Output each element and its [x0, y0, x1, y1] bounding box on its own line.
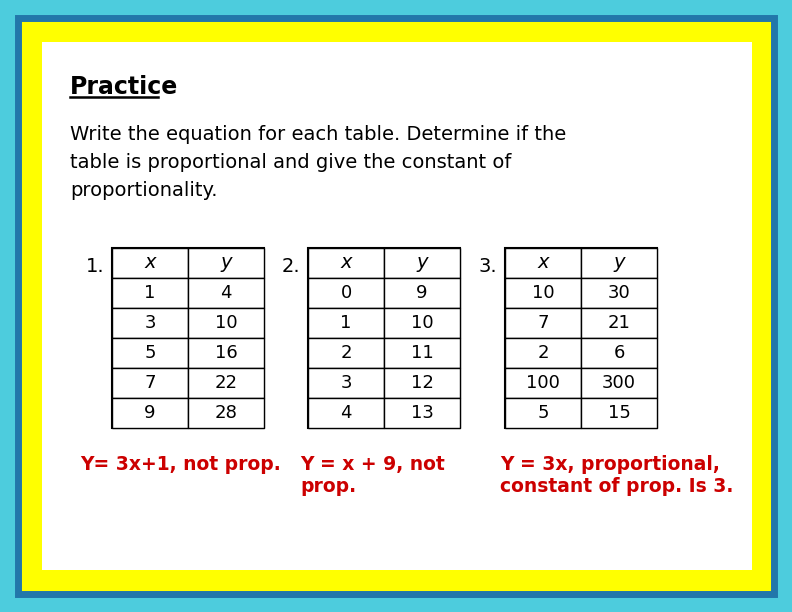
Bar: [308, 278, 384, 308]
Bar: [505, 248, 657, 428]
Bar: [188, 338, 264, 368]
Bar: [112, 308, 188, 338]
Bar: [188, 308, 264, 338]
Text: 10: 10: [531, 284, 554, 302]
Bar: [581, 338, 657, 368]
Bar: [308, 248, 460, 428]
Text: 11: 11: [410, 344, 433, 362]
Text: 3.: 3.: [479, 256, 497, 275]
Bar: [188, 278, 264, 308]
Text: 5: 5: [144, 344, 156, 362]
Bar: [505, 368, 581, 398]
Text: y: y: [220, 253, 232, 272]
Text: 3: 3: [144, 314, 156, 332]
Bar: [112, 368, 188, 398]
Bar: [384, 248, 460, 278]
Bar: [308, 248, 384, 278]
Text: 10: 10: [215, 314, 238, 332]
Text: 300: 300: [602, 374, 636, 392]
Text: 1: 1: [144, 284, 156, 302]
Text: 15: 15: [607, 404, 630, 422]
Bar: [581, 368, 657, 398]
Text: Practice: Practice: [70, 75, 178, 99]
Bar: [581, 308, 657, 338]
Text: 5: 5: [537, 404, 549, 422]
Bar: [384, 398, 460, 428]
Text: 2: 2: [341, 344, 352, 362]
Text: 21: 21: [607, 314, 630, 332]
Bar: [112, 398, 188, 428]
Text: 2: 2: [537, 344, 549, 362]
Text: 3: 3: [341, 374, 352, 392]
Bar: [188, 368, 264, 398]
Text: prop.: prop.: [300, 477, 356, 496]
Bar: [505, 278, 581, 308]
Text: 4: 4: [341, 404, 352, 422]
Bar: [581, 398, 657, 428]
Text: y: y: [417, 253, 428, 272]
Bar: [505, 338, 581, 368]
Bar: [112, 338, 188, 368]
Bar: [42, 42, 752, 570]
Bar: [505, 248, 581, 278]
Text: Y= 3x+1, not prop.: Y= 3x+1, not prop.: [80, 455, 280, 474]
Bar: [505, 398, 581, 428]
Text: Write the equation for each table. Determine if the: Write the equation for each table. Deter…: [70, 125, 566, 144]
Bar: [188, 248, 264, 278]
Text: x: x: [144, 253, 156, 272]
Bar: [384, 338, 460, 368]
Bar: [188, 398, 264, 428]
Text: x: x: [341, 253, 352, 272]
Text: 12: 12: [410, 374, 433, 392]
Text: 2.: 2.: [282, 256, 301, 275]
Bar: [384, 278, 460, 308]
Text: proportionality.: proportionality.: [70, 181, 218, 200]
Text: 30: 30: [607, 284, 630, 302]
Bar: [384, 308, 460, 338]
Bar: [308, 338, 384, 368]
Text: constant of prop. Is 3.: constant of prop. Is 3.: [500, 477, 733, 496]
Bar: [384, 368, 460, 398]
Text: 13: 13: [410, 404, 433, 422]
Bar: [112, 248, 264, 428]
Bar: [581, 278, 657, 308]
Text: 7: 7: [144, 374, 156, 392]
Text: Y = 3x, proportional,: Y = 3x, proportional,: [500, 455, 720, 474]
Text: x: x: [537, 253, 549, 272]
Text: 1: 1: [341, 314, 352, 332]
Text: 6: 6: [613, 344, 625, 362]
Text: 4: 4: [220, 284, 232, 302]
Bar: [308, 398, 384, 428]
Text: 100: 100: [526, 374, 560, 392]
Text: Y = x + 9, not: Y = x + 9, not: [300, 455, 445, 474]
Bar: [308, 368, 384, 398]
Text: 9: 9: [144, 404, 156, 422]
Bar: [112, 248, 188, 278]
Bar: [505, 308, 581, 338]
Bar: [112, 278, 188, 308]
Text: 9: 9: [417, 284, 428, 302]
Bar: [581, 248, 657, 278]
Text: 1.: 1.: [86, 256, 105, 275]
Text: 28: 28: [215, 404, 238, 422]
Text: table is proportional and give the constant of: table is proportional and give the const…: [70, 153, 512, 172]
Text: 7: 7: [537, 314, 549, 332]
Text: 10: 10: [411, 314, 433, 332]
Text: 0: 0: [341, 284, 352, 302]
Text: 16: 16: [215, 344, 238, 362]
Bar: [308, 308, 384, 338]
Text: y: y: [613, 253, 625, 272]
Text: 22: 22: [215, 374, 238, 392]
